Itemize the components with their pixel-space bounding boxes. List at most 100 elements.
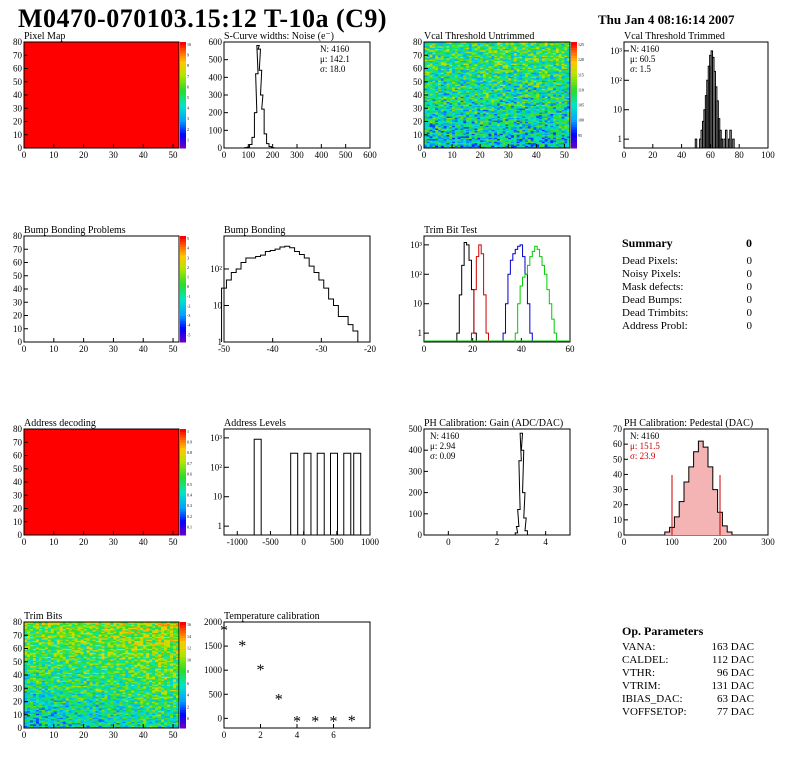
heatmap-cell bbox=[497, 126, 501, 129]
heatmap-cell bbox=[547, 55, 551, 57]
heatmap-cell bbox=[474, 61, 478, 64]
heatmap-cell bbox=[499, 134, 504, 137]
heatmap-cell bbox=[452, 76, 456, 79]
heatmap-cell bbox=[468, 48, 473, 51]
heatmap-cell bbox=[530, 56, 534, 59]
heatmap-cell bbox=[460, 96, 464, 99]
heatmap-cell bbox=[513, 101, 518, 104]
heatmap-cell bbox=[502, 102, 506, 105]
heatmap-cell bbox=[511, 105, 515, 108]
heatmap-cell bbox=[477, 48, 481, 51]
heatmap-cell bbox=[553, 141, 557, 144]
heatmap-cell bbox=[443, 125, 447, 128]
heatmap-cell bbox=[435, 68, 439, 71]
heatmap-cell bbox=[519, 137, 523, 140]
heatmap-cell bbox=[435, 88, 439, 91]
heatmap-cell bbox=[544, 87, 548, 89]
heatmap-cell bbox=[558, 87, 562, 89]
heatmap-cell bbox=[452, 114, 456, 117]
heatmap-cell bbox=[438, 121, 442, 124]
y-tick-label: 0 bbox=[418, 143, 423, 153]
heatmap-cell bbox=[477, 133, 481, 136]
heatmap-cell bbox=[474, 118, 478, 121]
heatmap-cell bbox=[449, 142, 453, 145]
heatmap-cell bbox=[502, 140, 506, 142]
heatmap-cell bbox=[432, 141, 436, 144]
heatmap-cell bbox=[471, 89, 475, 92]
heatmap-cell bbox=[539, 42, 543, 44]
heatmap-cell bbox=[477, 101, 481, 104]
heatmap-cell bbox=[466, 85, 470, 88]
heatmap-cell bbox=[555, 106, 560, 109]
heatmap-cell bbox=[533, 121, 537, 124]
heatmap-cell bbox=[561, 125, 565, 128]
heatmap-cell bbox=[502, 79, 506, 81]
heatmap-cell bbox=[541, 120, 546, 122]
heatmap-cell bbox=[564, 77, 568, 80]
y-tick-label: 50 bbox=[413, 77, 423, 87]
heatmap-cell bbox=[536, 97, 540, 100]
heatmap-cell bbox=[435, 73, 439, 76]
heatmap-cell bbox=[536, 108, 540, 110]
color-scale-segment bbox=[180, 79, 186, 83]
x-tick-label: 30 bbox=[109, 344, 119, 354]
heatmap-cell bbox=[502, 64, 506, 67]
heatmap-cell bbox=[468, 100, 473, 103]
heatmap-cell bbox=[452, 69, 456, 72]
heatmap-cell bbox=[555, 42, 560, 44]
heatmap-cell bbox=[468, 53, 473, 56]
heatmap-cell bbox=[516, 124, 520, 126]
color-scale-segment bbox=[180, 105, 186, 109]
color-scale-segment bbox=[180, 463, 186, 467]
color-scale-label: -3 bbox=[187, 313, 190, 318]
heatmap-cell bbox=[533, 89, 537, 92]
heatmap-cell bbox=[488, 83, 492, 85]
heatmap-cell bbox=[468, 87, 473, 89]
color-scale-label: 1 bbox=[187, 137, 189, 142]
heatmap-cell bbox=[446, 85, 450, 88]
heatmap-cell bbox=[525, 83, 529, 85]
heatmap-cell bbox=[536, 84, 540, 87]
heatmap-cell bbox=[539, 126, 543, 129]
heatmap-cell bbox=[555, 92, 560, 95]
color-scale-segment bbox=[180, 492, 186, 496]
heatmap-cell bbox=[525, 56, 529, 59]
heatmap-cell bbox=[438, 91, 442, 93]
heatmap-cell bbox=[558, 130, 562, 133]
heatmap-cell bbox=[525, 98, 529, 101]
heatmap-cell bbox=[555, 113, 560, 116]
heatmap-cell bbox=[457, 61, 461, 64]
heatmap-cell bbox=[541, 104, 546, 107]
heatmap-cell bbox=[513, 72, 518, 75]
heatmap-cell bbox=[432, 109, 436, 112]
heatmap-cell bbox=[454, 102, 459, 105]
heatmap-cell bbox=[440, 113, 445, 116]
heatmap-cell bbox=[553, 133, 557, 136]
heatmap-cell bbox=[491, 117, 495, 120]
heatmap-cell bbox=[466, 57, 470, 60]
heatmap-cell bbox=[488, 108, 492, 110]
heatmap-cell bbox=[474, 142, 478, 145]
heatmap-cell bbox=[488, 120, 492, 122]
heatmap-cell bbox=[463, 106, 467, 109]
heatmap-cell bbox=[26, 639, 31, 641]
heatmap-cell bbox=[482, 114, 487, 117]
heatmap-cell bbox=[499, 61, 504, 64]
heatmap-cell bbox=[558, 132, 562, 134]
heatmap-cell bbox=[530, 145, 534, 148]
heatmap-cell bbox=[544, 112, 548, 114]
heatmap-cell bbox=[491, 118, 495, 121]
color-scale-segment bbox=[180, 452, 186, 456]
heatmap-cell bbox=[29, 696, 34, 698]
heatmap-cell bbox=[438, 55, 442, 57]
heatmap-cell bbox=[466, 56, 470, 59]
heatmap-cell bbox=[502, 49, 506, 52]
heatmap-cell bbox=[463, 47, 467, 50]
heatmap-cell bbox=[474, 108, 478, 110]
heatmap-cell bbox=[424, 92, 428, 95]
heatmap-cell bbox=[497, 110, 501, 113]
heatmap-cell bbox=[480, 145, 484, 148]
heatmap-cell bbox=[522, 113, 526, 116]
heatmap-cell bbox=[482, 118, 487, 121]
heatmap-cell bbox=[429, 141, 433, 144]
